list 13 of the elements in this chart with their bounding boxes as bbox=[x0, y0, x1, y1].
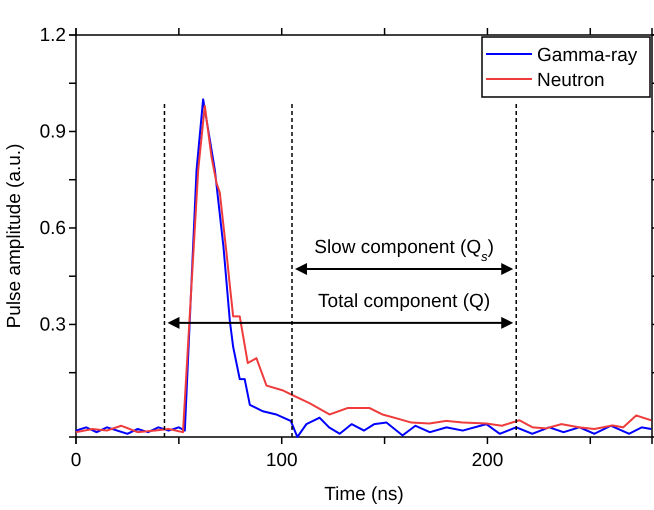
annotation: Slow component (Q$_{s}$) bbox=[314, 236, 494, 264]
y-axis-title: Pulse amplitude (a.u.) bbox=[4, 144, 25, 328]
legend-label: Gamma-ray bbox=[537, 45, 638, 66]
legend-label: Neutron bbox=[537, 70, 605, 91]
x-tick-label: 100 bbox=[266, 450, 298, 471]
x-tick-label: 200 bbox=[472, 450, 504, 471]
y-tick-label: 0.9 bbox=[40, 122, 66, 143]
y-tick-label: 0.6 bbox=[40, 218, 66, 240]
x-axis-title: Time (ns) bbox=[324, 484, 404, 505]
y-tick-label: 1.2 bbox=[40, 25, 66, 46]
x-tick-label: 0 bbox=[70, 450, 82, 471]
y-tick-label: 0.3 bbox=[40, 314, 66, 336]
annotation: Total component (Q) bbox=[318, 290, 490, 312]
